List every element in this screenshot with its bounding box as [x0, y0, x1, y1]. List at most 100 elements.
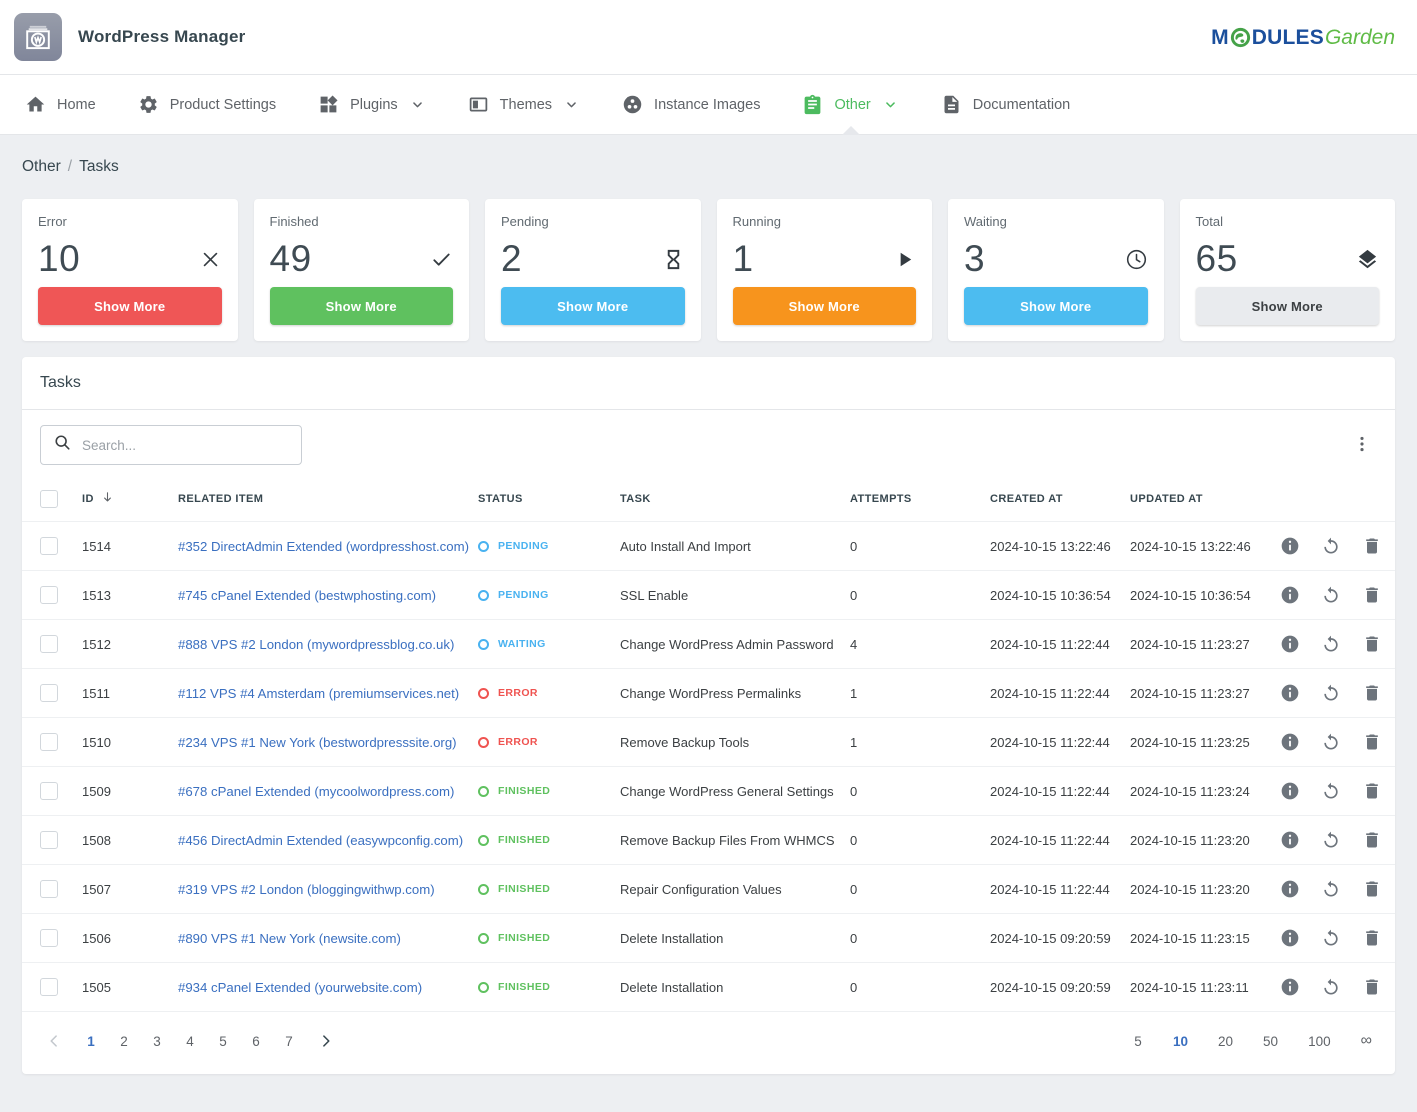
related-item-link[interactable]: #112 VPS #4 Amsterdam (premiumservices.n…	[178, 685, 460, 701]
nav-item-themes[interactable]: Themes	[447, 75, 601, 134]
nav-item-other[interactable]: Other	[781, 75, 919, 134]
row-checkbox[interactable]	[40, 684, 58, 702]
info-button[interactable]	[1280, 781, 1300, 801]
info-button[interactable]	[1280, 879, 1300, 899]
delete-button[interactable]	[1362, 585, 1382, 605]
related-item-link[interactable]: #234 VPS #1 New York (bestwordpresssite.…	[178, 734, 457, 750]
arrow-down-icon[interactable]	[100, 490, 115, 508]
search-input[interactable]	[82, 437, 289, 453]
page-button-1[interactable]: 1	[81, 1030, 101, 1053]
info-button[interactable]	[1280, 977, 1300, 997]
info-button[interactable]	[1280, 732, 1300, 752]
stat-value-row: 2	[501, 231, 685, 287]
column-header-id[interactable]: ID	[82, 490, 178, 508]
page-button-3[interactable]: 3	[147, 1030, 167, 1053]
related-item-link[interactable]: #319 VPS #2 London (bloggingwithwp.com)	[178, 881, 435, 897]
info-button[interactable]	[1280, 928, 1300, 948]
next-page-button[interactable]	[312, 1028, 340, 1054]
retry-button[interactable]	[1321, 879, 1341, 899]
show-more-button-waiting[interactable]: Show More	[964, 287, 1148, 325]
retry-button[interactable]	[1321, 536, 1341, 556]
retry-button[interactable]	[1321, 977, 1341, 997]
related-item-link[interactable]: #890 VPS #1 New York (newsite.com)	[178, 930, 401, 946]
nav-item-product-settings[interactable]: Product Settings	[117, 75, 297, 134]
info-button[interactable]	[1280, 536, 1300, 556]
page-size-button-10[interactable]: 10	[1168, 1030, 1193, 1053]
cell-related-item: #934 cPanel Extended (yourwebsite.com)	[178, 980, 478, 995]
page-button-4[interactable]: 4	[180, 1030, 200, 1053]
retry-button[interactable]	[1321, 634, 1341, 654]
delete-button[interactable]	[1362, 830, 1382, 850]
row-checkbox[interactable]	[40, 929, 58, 947]
show-more-button-running[interactable]: Show More	[732, 287, 916, 325]
page-size-button-100[interactable]: 100	[1303, 1030, 1336, 1053]
related-item-link[interactable]: #888 VPS #2 London (mywordpressblog.co.u…	[178, 636, 455, 652]
related-item-link[interactable]: #934 cPanel Extended (yourwebsite.com)	[178, 979, 423, 995]
cell-attempts: 0	[850, 587, 858, 603]
info-button[interactable]	[1280, 830, 1300, 850]
nav-item-instance-images[interactable]: Instance Images	[601, 75, 781, 134]
select-all-checkbox[interactable]	[40, 490, 58, 508]
show-more-button-pending[interactable]: Show More	[501, 287, 685, 325]
show-more-button-error[interactable]: Show More	[38, 287, 222, 325]
row-checkbox[interactable]	[40, 831, 58, 849]
related-item-link[interactable]: #745 cPanel Extended (bestwphosting.com)	[178, 587, 437, 603]
chevron-left-icon	[45, 1032, 63, 1050]
show-more-button-finished[interactable]: Show More	[269, 287, 453, 325]
gear-icon	[138, 94, 159, 115]
delete-button[interactable]	[1362, 977, 1382, 997]
info-button[interactable]	[1280, 683, 1300, 703]
delete-button[interactable]	[1362, 536, 1382, 556]
info-icon	[1280, 585, 1300, 605]
delete-button[interactable]	[1362, 928, 1382, 948]
nav-item-plugins[interactable]: Plugins	[297, 75, 447, 134]
nav-item-label: Product Settings	[169, 96, 277, 113]
retry-button[interactable]	[1321, 585, 1341, 605]
retry-button[interactable]	[1321, 928, 1341, 948]
chevron-down-icon	[563, 96, 580, 113]
retry-button[interactable]	[1321, 830, 1341, 850]
nav-item-label: Instance Images	[654, 96, 761, 113]
nav-item-documentation[interactable]: Documentation	[920, 75, 1092, 134]
page-size-button-infinite[interactable]: ∞	[1356, 1028, 1377, 1054]
retry-button[interactable]	[1321, 683, 1341, 703]
retry-button[interactable]	[1321, 732, 1341, 752]
table-row: 1509 #678 cPanel Extended (mycoolwordpres…	[22, 766, 1395, 815]
row-checkbox[interactable]	[40, 978, 58, 996]
delete-button[interactable]	[1362, 683, 1382, 703]
related-item-link[interactable]: #456 DirectAdmin Extended (easywpconfig.…	[178, 832, 464, 848]
delete-button[interactable]	[1362, 879, 1382, 899]
related-item-link[interactable]: #678 cPanel Extended (mycoolwordpress.co…	[178, 783, 455, 799]
delete-button[interactable]	[1362, 732, 1382, 752]
page-size-button-50[interactable]: 50	[1258, 1030, 1283, 1053]
kebab-menu-button[interactable]	[1347, 430, 1377, 460]
nav-item-label: Other	[834, 96, 871, 113]
cell-task: Change WordPress General Settings	[620, 783, 834, 799]
row-checkbox[interactable]	[40, 635, 58, 653]
page-button-6[interactable]: 6	[246, 1030, 266, 1053]
row-checkbox[interactable]	[40, 880, 58, 898]
related-item-link[interactable]: #352 DirectAdmin Extended (wordpresshost…	[178, 538, 469, 554]
delete-button[interactable]	[1362, 781, 1382, 801]
page-button-2[interactable]: 2	[114, 1030, 134, 1053]
layers-icon	[1356, 248, 1379, 271]
page-size-button-20[interactable]: 20	[1213, 1030, 1238, 1053]
row-checkbox[interactable]	[40, 782, 58, 800]
play-icon	[893, 248, 916, 271]
info-button[interactable]	[1280, 634, 1300, 654]
retry-button[interactable]	[1321, 781, 1341, 801]
info-button[interactable]	[1280, 585, 1300, 605]
show-more-button-total[interactable]: Show More	[1195, 287, 1379, 325]
row-checkbox[interactable]	[40, 733, 58, 751]
page-button-5[interactable]: 5	[213, 1030, 233, 1053]
delete-button[interactable]	[1362, 634, 1382, 654]
cell-id: 1509	[82, 783, 111, 799]
page-button-7[interactable]: 7	[279, 1030, 299, 1053]
cell-attempts: 0	[850, 930, 858, 946]
row-checkbox[interactable]	[40, 586, 58, 604]
row-checkbox[interactable]	[40, 537, 58, 555]
page-size-button-5[interactable]: 5	[1128, 1030, 1148, 1053]
breadcrumb-section[interactable]: Other	[22, 158, 61, 175]
previous-page-button[interactable]	[40, 1028, 68, 1054]
nav-item-home[interactable]: Home	[4, 75, 117, 134]
